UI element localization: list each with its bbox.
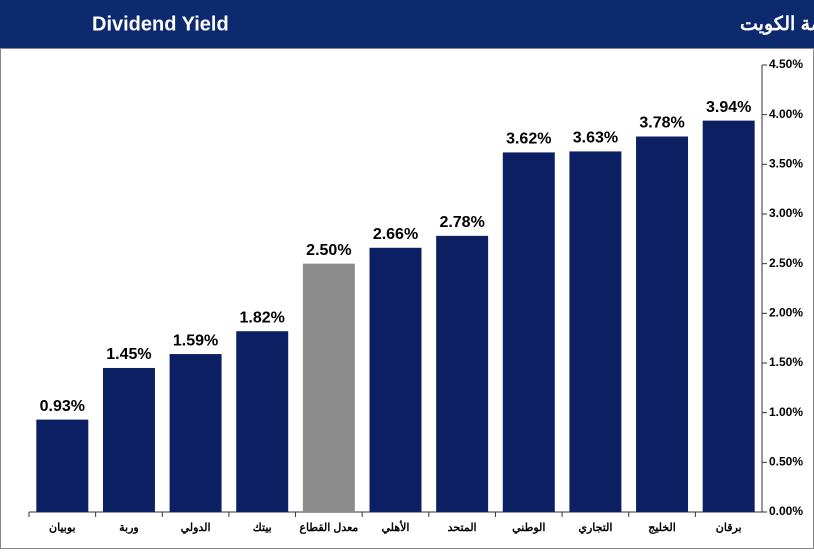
y-tick-label: 2.00% — [769, 306, 803, 320]
x-tick-label: الخليج — [648, 522, 676, 534]
bar — [702, 120, 755, 513]
data-label: 2.78% — [439, 214, 484, 231]
y-tick-label: 1.00% — [769, 405, 803, 419]
bar — [369, 247, 422, 513]
x-tick-label: الدولي — [181, 522, 211, 535]
bar — [36, 419, 89, 512]
bar — [236, 331, 289, 512]
bar — [502, 152, 555, 512]
bar — [102, 367, 155, 512]
bar — [169, 354, 222, 512]
data-label: 1.59% — [173, 332, 218, 349]
chart-title: عائد التوزيعات النقدية للبنوك المدرجة في… — [740, 14, 814, 36]
data-label: 2.66% — [373, 226, 418, 243]
x-tick-label: معدل القطاع — [299, 522, 358, 534]
data-label: 3.62% — [506, 131, 551, 148]
chart-title-en: Dividend Yield — [92, 13, 229, 35]
y-tick-label: 3.00% — [769, 206, 803, 220]
data-label: 3.63% — [573, 130, 618, 147]
y-tick-label: 4.00% — [769, 107, 803, 121]
y-tick-label: 4.50% — [769, 57, 803, 71]
data-label: 1.82% — [240, 309, 285, 326]
x-tick-label: بوبيان — [49, 522, 76, 534]
x-tick-label: برقان — [716, 522, 742, 534]
x-tick-label: وربة — [119, 522, 139, 534]
x-tick-label: الوطني — [512, 522, 545, 535]
x-tick-label: المتحد — [448, 522, 477, 534]
data-label: 3.94% — [706, 99, 751, 116]
bar — [569, 151, 622, 513]
bar — [636, 136, 689, 512]
data-label: 3.78% — [639, 115, 684, 132]
y-tick-label: 0.50% — [769, 455, 803, 469]
data-label: 2.50% — [306, 242, 351, 259]
data-label: 1.45% — [106, 346, 151, 363]
x-tick-label: الأهلي — [382, 520, 410, 535]
bar — [436, 235, 489, 512]
x-tick-label: بيتك — [253, 522, 272, 534]
y-tick-label: 1.50% — [769, 355, 803, 369]
x-tick-label: التجاري — [578, 522, 612, 535]
y-tick-label: 0.00% — [769, 504, 803, 518]
bar — [302, 263, 355, 512]
data-label: 0.93% — [40, 398, 85, 415]
y-tick-label: 2.50% — [769, 256, 803, 270]
title-banner — [0, 0, 814, 48]
y-tick-label: 3.50% — [769, 157, 803, 171]
